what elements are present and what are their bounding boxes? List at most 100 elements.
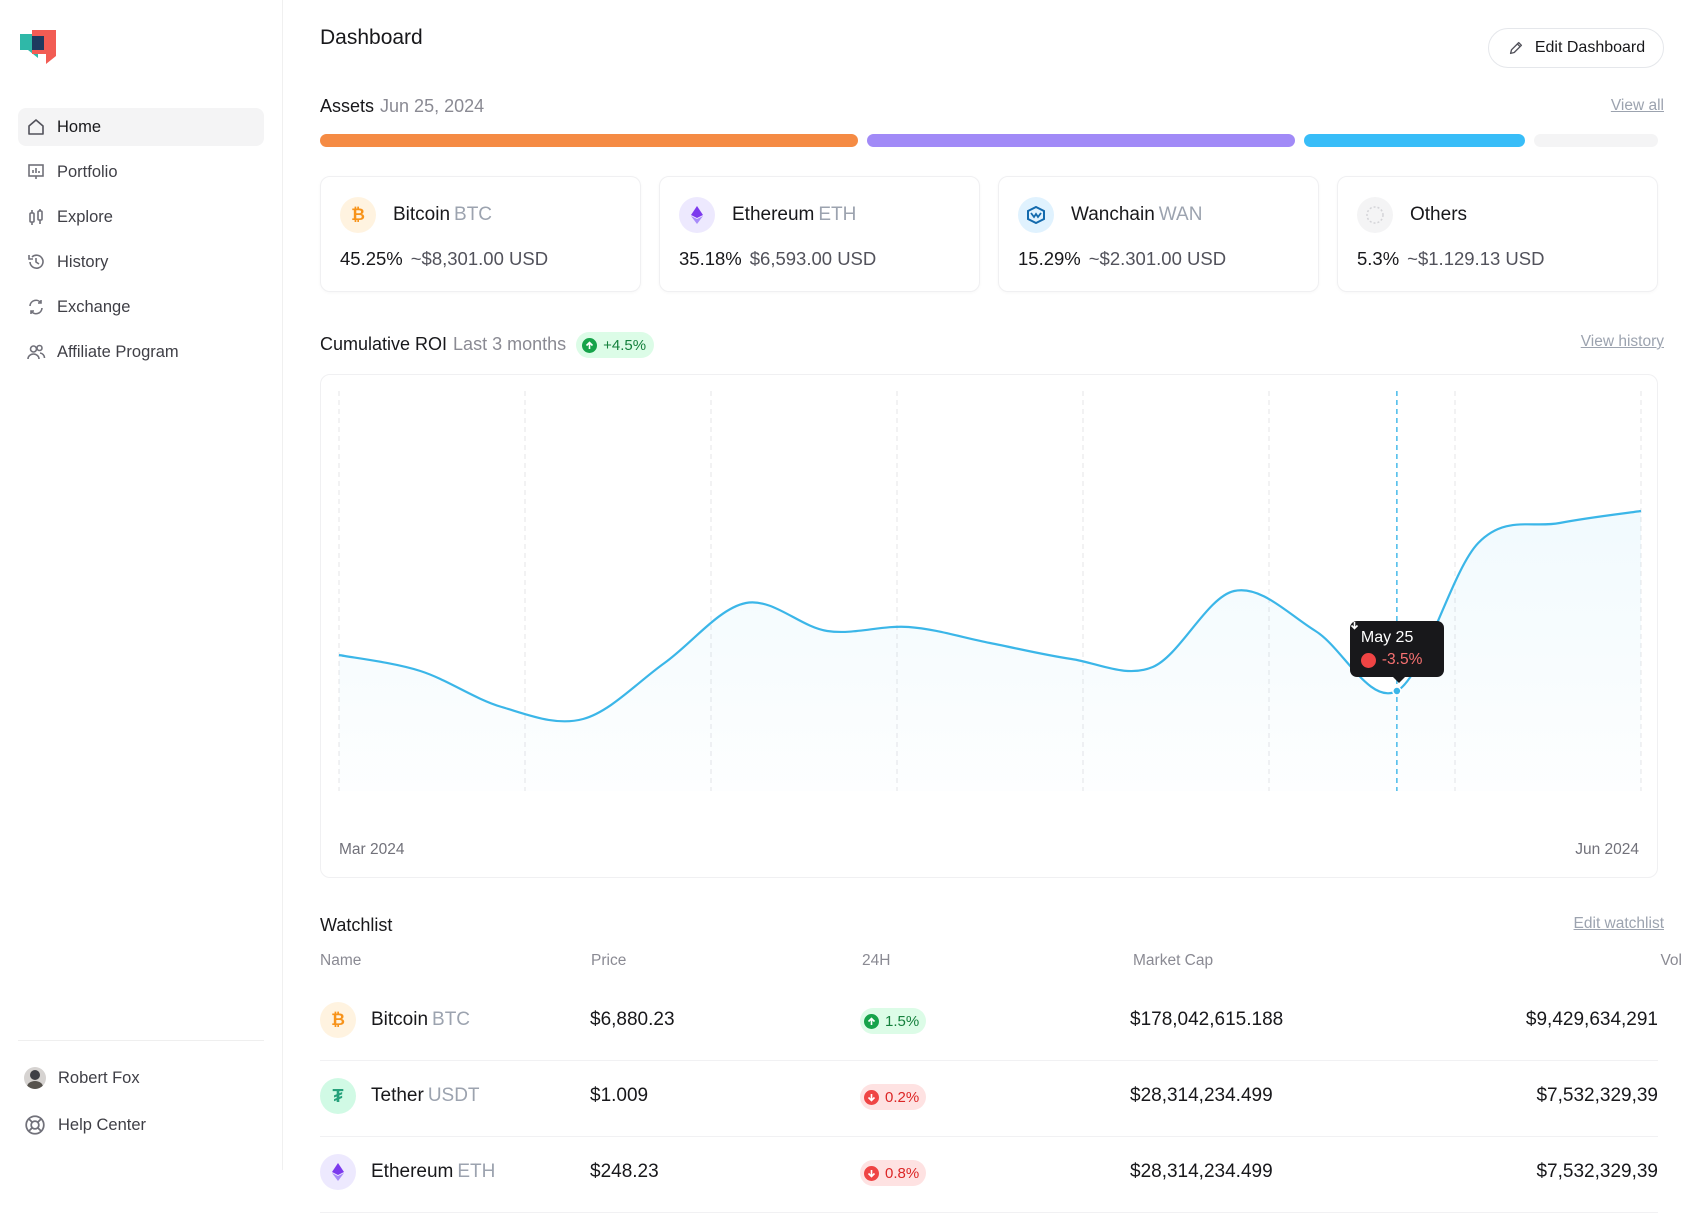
coin-volume: $7,532,329,39 [1536,1161,1658,1182]
asset-usd: $6,593.00 USD [749,248,877,269]
asset-card-wanchain[interactable]: Wanchain WAN 15.29% ~$2.301.00 USD [998,176,1319,292]
coin-volume: $9,429,634,291 [1525,1009,1658,1030]
column-header-24h[interactable]: 24H [862,952,891,969]
history-icon [28,254,44,269]
sidebar-item-label: Explore [57,207,113,226]
edit-dashboard-label: Edit Dashboard [1534,39,1646,56]
pencil-icon [1509,41,1522,55]
app-logo[interactable] [18,28,58,68]
coin-symbol: USDT [427,1085,480,1106]
user-profile[interactable]: Robert Fox [24,1063,140,1093]
change-badge: 0.8% [860,1160,927,1186]
assets-heading: Assets Jun 25, 2024 [320,96,484,117]
coin-symbol: BTC [432,1009,471,1030]
allocation-segment-others [1534,134,1658,147]
roi-chart[interactable]: May 25 -3.5% Mar 2024 Jun 2024 [320,374,1658,878]
asset-symbol: ETH [818,204,857,225]
sidebar-item-label: Home [57,117,102,136]
sidebar-item-label: Exchange [57,297,131,316]
sidebar-item-exchange[interactable]: Exchange [18,288,264,326]
x-axis-label-start: Mar 2024 [339,841,405,858]
column-header-market-cap[interactable]: Market Cap [1133,952,1214,969]
roi-chart-svg [338,391,1642,791]
coin-price: $6,880.23 [590,1009,675,1030]
asset-name: Bitcoin [393,204,451,225]
avatar [24,1067,46,1089]
asset-name: Ethereum [732,204,815,225]
roi-title: Cumulative ROI [320,333,448,354]
table-row[interactable]: Ethereum ETH $248.23 0.8% $28,314,234.499… [320,1136,1658,1213]
asset-card-ethereum[interactable]: Ethereum ETH 35.18% $6,593.00 USD [659,176,980,292]
asset-symbol: BTC [454,204,493,225]
allocation-bar [320,134,1658,148]
table-row[interactable]: ₿ Bitcoin BTC $6,880.23 1.5% $178,042,615… [320,984,1658,1061]
portfolio-icon [28,164,44,179]
column-header-name[interactable]: Name [320,952,362,969]
arrow-down-icon [864,1165,879,1181]
highlight-point[interactable] [1392,686,1402,696]
coin-price: $248.23 [590,1161,659,1182]
asset-percent: 15.29% [1018,248,1081,269]
page-title: Dashboard [320,26,423,49]
coin-name: Ethereum [371,1161,454,1182]
bitcoin-icon: ₿ [320,1002,356,1038]
ethereum-icon [320,1154,356,1190]
change-badge: 1.5% [860,1008,927,1034]
edit-watchlist-link[interactable]: Edit watchlist [1573,915,1664,932]
sidebar-divider [18,1040,264,1041]
bitcoin-icon: ₿ [340,197,376,233]
asset-usd: ~$8,301.00 USD [410,248,549,269]
arrow-down-icon [864,1089,879,1105]
user-name: Robert Fox [58,1068,140,1087]
view-history-link[interactable]: View history [1580,333,1664,350]
change-value: 1.5% [885,1012,920,1030]
allocation-segment-eth [867,134,1295,147]
sidebar-item-affiliate[interactable]: Affiliate Program [18,333,264,371]
roi-period: Last 3 months [453,333,567,354]
explore-icon [29,209,43,225]
users-icon [27,344,46,360]
sidebar-item-explore[interactable]: Explore [18,198,264,236]
asset-percent: 45.25% [340,248,403,269]
asset-name: Wanchain [1071,204,1155,225]
sidebar-nav: Home Portfolio Explore History Exchange … [18,108,264,378]
column-header-vol[interactable]: Vol [1660,952,1682,969]
sidebar-item-history[interactable]: History [18,243,264,281]
x-axis-label-end: Jun 2024 [1575,841,1639,858]
arrow-up-icon [864,1013,879,1029]
change-value: 0.8% [885,1164,920,1182]
coin-price: $1.009 [590,1085,649,1106]
change-badge: 0.2% [860,1084,927,1110]
asset-usd: ~$1.129.13 USD [1407,248,1545,269]
roi-change-value: +4.5% [603,336,647,354]
exchange-icon [29,299,43,315]
ethereum-icon [679,197,715,233]
asset-percent: 35.18% [679,248,742,269]
column-header-price[interactable]: Price [591,952,627,969]
sidebar: Home Portfolio Explore History Exchange … [0,0,283,1170]
table-row[interactable]: ₮ Tether USDT $1.009 0.2% $28,314,234.499… [320,1060,1658,1137]
watchlist-title: Watchlist [320,915,393,935]
asset-card-bitcoin[interactable]: ₿ Bitcoin BTC 45.25% ~$8,301.00 USD [320,176,641,292]
tether-icon: ₮ [320,1078,356,1114]
coin-name: Tether [371,1085,424,1106]
edit-dashboard-button[interactable]: Edit Dashboard [1488,28,1664,68]
view-all-link[interactable]: View all [1610,97,1664,114]
tooltip-date: May 25 [1360,629,1414,646]
roi-heading: Cumulative ROI Last 3 months +4.5% [320,332,655,358]
help-center-link[interactable]: Help Center [24,1110,146,1140]
coin-symbol: ETH [457,1161,496,1182]
assets-date: Jun 25, 2024 [380,96,485,116]
roi-area [339,511,1641,791]
sidebar-item-home[interactable]: Home [18,108,264,146]
roi-change-badge: +4.5% [576,332,655,358]
wanchain-icon [1018,197,1054,233]
change-value: 0.2% [885,1088,920,1106]
coin-market-cap: $28,314,234.499 [1130,1085,1273,1106]
coin-market-cap: $178,042,615.188 [1130,1009,1284,1030]
tooltip-change: -3.5% [1381,651,1423,668]
others-icon [1357,197,1393,233]
sidebar-item-label: Portfolio [57,162,118,181]
sidebar-item-portfolio[interactable]: Portfolio [18,153,264,191]
asset-card-others[interactable]: Others 5.3% ~$1.129.13 USD [1337,176,1658,292]
